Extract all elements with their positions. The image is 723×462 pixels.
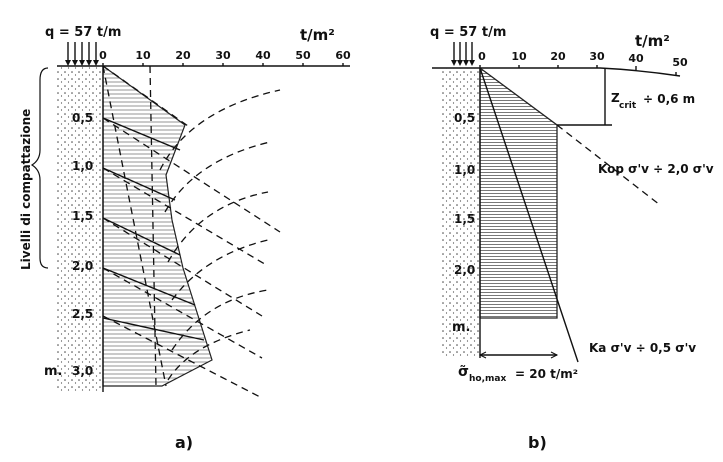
panel-a-load-label: q = 57 t/m — [45, 25, 121, 40]
panel-b-sigma-arrow-left — [478, 351, 487, 359]
panel-a-solid-lines — [102, 117, 205, 341]
panel-b-unit-label: t/m² — [635, 32, 670, 50]
panel-a-caption: a) — [175, 433, 193, 452]
panel-b-tick-0: 0 — [478, 50, 486, 63]
panel-a-tick-50: 50 — [295, 49, 311, 62]
panel-b-stress-axis — [480, 67, 681, 77]
panel-a-unit-label: t/m² — [300, 26, 335, 44]
panel-b-depth-0-5: 0,5 — [454, 111, 475, 125]
panel-b-sigma-value: = 20 t/m² — [515, 367, 578, 381]
panel-a-depth-2-0: 2,0 — [72, 259, 93, 273]
panel-b-sigma-sub: ho,max — [469, 374, 506, 384]
panel-a-load-arrows — [65, 42, 99, 66]
panel-b-ticks — [479, 65, 677, 76]
panel-b-load-arrows — [451, 42, 475, 66]
panel-b-tick-10: 10 — [511, 50, 527, 63]
panel-b-depth-1-0: 1,0 — [454, 163, 475, 177]
panel-a-tick-0: 0 — [99, 49, 107, 62]
panel-a-ticks — [102, 63, 344, 66]
panel-b-caption: b) — [528, 433, 547, 452]
panel-a-tick-20: 20 — [175, 49, 191, 62]
panel-b-zcrit-value: ÷ 0,6 m — [643, 92, 695, 106]
panel-b-tick-50: 50 — [672, 56, 688, 69]
panel-a-compaction-lines — [102, 65, 281, 399]
panel-b-load-label: q = 57 t/m — [430, 25, 506, 40]
panel-a-depth-2-5: 2,5 — [72, 307, 93, 321]
panel-a-tick-40: 40 — [255, 49, 271, 62]
panel-b-sigma-label: σ̃ — [458, 364, 469, 380]
panel-a-active-line — [102, 65, 167, 387]
panel-b-ka-line — [479, 67, 579, 363]
panel-a-depth-0-5: 0,5 — [72, 111, 93, 125]
panel-b-depth-unit: m. — [452, 320, 470, 335]
panel-a-side-label: Livelli di compattazione — [19, 109, 33, 270]
panel-a-tick-60: 60 — [335, 49, 351, 62]
panel-a-soil-stipple — [57, 66, 103, 391]
panel-a-depth-3-0: 3,0 — [72, 364, 93, 378]
panel-b-ka-label: Ka σ'v ÷ 0,5 σ'v — [589, 341, 696, 355]
panel-a-depth-1-5: 1,5 — [72, 209, 93, 223]
panel-b-tick-20: 20 — [550, 50, 566, 63]
panel-b-tick-30: 30 — [589, 50, 605, 63]
panel-b-sigma-arrow-right — [550, 351, 559, 359]
panel-b-soil-stipple — [440, 68, 480, 358]
panel-b-zcrit-label: Z — [611, 91, 620, 105]
panel-a-inner-line — [149, 65, 157, 387]
panel-a-pressure-envelope — [102, 64, 213, 387]
panel-a-tick-30: 30 — [215, 49, 231, 62]
panel-a-side-brace — [30, 67, 49, 269]
panel-a-passive-arcs — [159, 89, 281, 381]
panel-b-kop-line — [556, 124, 661, 206]
panel-b-tick-40: 40 — [628, 52, 644, 65]
panel-b-pressure-diagram — [479, 66, 558, 319]
panel-b-depth-1-5: 1,5 — [454, 212, 475, 226]
panel-b-depth-2-0: 2,0 — [454, 263, 475, 277]
panel-a-depth-unit: m. — [44, 364, 62, 379]
panel-b: q = 57 t/m 0 10 20 30 40 50 t/m² — [430, 25, 714, 452]
panel-a-depth-1-0: 1,0 — [72, 159, 93, 173]
panel-a-tick-10: 10 — [135, 49, 151, 62]
panel-b-zcrit-sub: crit — [619, 101, 637, 111]
panel-a: q = 57 t/m 0 10 20 30 40 50 60 t/m² — [19, 25, 351, 452]
panel-b-kop-label: Kop σ'v ÷ 2,0 σ'v — [598, 162, 714, 176]
